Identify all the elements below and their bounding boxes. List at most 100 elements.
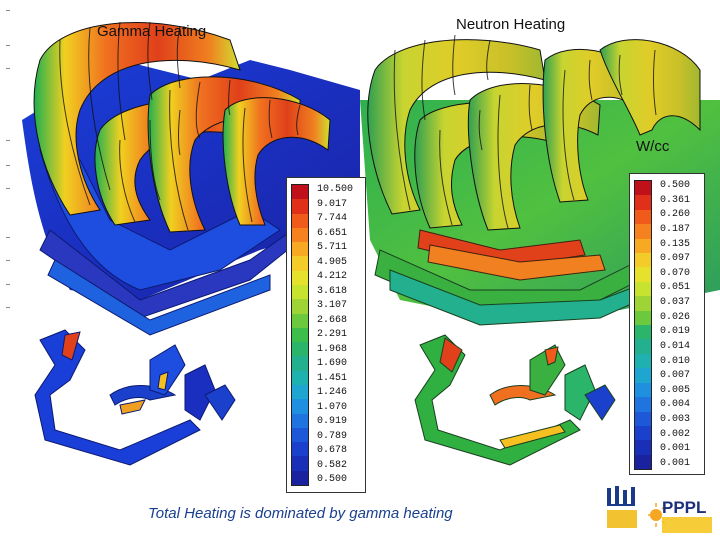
legend-swatch	[292, 284, 308, 300]
pppl-wordmark: PPPL	[662, 498, 707, 517]
legend-swatch	[292, 370, 308, 385]
legend-swatch	[635, 181, 651, 196]
legend-swatch	[292, 185, 308, 200]
slide-tick	[6, 140, 10, 141]
legend-swatch	[292, 256, 308, 271]
legend-swatch	[292, 470, 308, 485]
caption: Total Heating is dominated by gamma heat…	[148, 505, 453, 522]
ucla-logo-graphic	[607, 486, 637, 528]
legend-label: 0.014	[660, 340, 691, 352]
slide-tick	[6, 284, 10, 285]
pppl-sun-icon	[648, 503, 712, 533]
legend-label: 0.019	[660, 326, 691, 338]
legend-label: 0.005	[660, 384, 691, 396]
legend-label: 1.690	[317, 358, 348, 369]
legend-swatch	[292, 342, 308, 357]
legend-swatch	[635, 296, 651, 311]
legend-label: 4.905	[317, 256, 348, 268]
gamma-heating-title: Gamma Heating	[97, 23, 207, 40]
legend-label: 3.107	[317, 300, 348, 311]
legend-label: 4.212	[317, 271, 348, 282]
legend-swatch	[635, 411, 651, 426]
neutron-legend-labels: 0.500 0.361 0.260 0.187 0.135 0.097 0.070 0.051…	[660, 180, 690, 470]
legend-label: 0.070	[660, 267, 691, 279]
slide-tick	[6, 10, 10, 11]
legend-swatch	[635, 281, 651, 297]
legend-label: 0.007	[660, 370, 691, 382]
legend-label: 0.037	[660, 297, 691, 308]
legend-label: 9.017	[317, 198, 348, 210]
slide-tick	[6, 188, 10, 189]
legend-swatch	[292, 270, 308, 285]
legend-swatch	[292, 356, 308, 371]
legend-swatch	[292, 213, 308, 228]
neutron-color-bar	[634, 180, 652, 470]
legend-swatch	[292, 442, 308, 457]
legend-swatch	[292, 327, 308, 343]
legend-label: 0.919	[317, 416, 348, 427]
legend-swatch	[292, 242, 308, 257]
legend-swatch	[292, 313, 308, 328]
legend-label: 0.010	[660, 355, 691, 367]
legend-label: 0.002	[660, 428, 691, 440]
legend-label: 1.968	[317, 343, 348, 355]
legend-label: 2.668	[317, 314, 348, 326]
slide-tick	[6, 307, 10, 308]
legend-label: 0.500	[317, 474, 348, 485]
legend-swatch	[635, 397, 651, 412]
slide-tick	[6, 237, 10, 238]
legend-swatch	[635, 353, 651, 369]
legend-label: 0.260	[660, 209, 691, 221]
ucla-logo	[605, 484, 639, 532]
gamma-legend-labels: 10.500 9.017 7.744 6.651 5.711 4.905 4.212 3.61…	[317, 184, 353, 486]
legend-swatch	[635, 339, 651, 354]
legend-swatch	[292, 384, 308, 400]
legend-swatch	[292, 456, 308, 471]
slide-tick	[6, 260, 10, 261]
legend-label: 1.451	[317, 372, 348, 384]
legend-label: 0.187	[660, 223, 691, 235]
legend-swatch	[292, 299, 308, 314]
legend-swatch	[635, 195, 651, 210]
legend-label: 0.001	[660, 457, 691, 469]
legend-label: 3.618	[317, 285, 348, 297]
legend-swatch	[635, 325, 651, 340]
legend-swatch	[292, 413, 308, 428]
legend-label: 5.711	[317, 242, 348, 253]
legend-swatch	[635, 267, 651, 282]
legend-label: 10.500	[317, 184, 354, 195]
legend-swatch	[635, 253, 651, 268]
legend-label: 2.291	[317, 329, 348, 340]
legend-swatch	[292, 399, 308, 414]
legend-label: 6.651	[317, 227, 348, 239]
legend-label: 7.744	[317, 213, 348, 224]
units-label: W/cc	[636, 138, 670, 155]
legend-swatch	[292, 227, 308, 243]
gamma-color-bar	[291, 184, 309, 486]
legend-swatch	[635, 209, 651, 225]
legend-swatch	[635, 382, 651, 398]
legend-label: 0.026	[660, 311, 691, 323]
legend-label: 0.135	[660, 238, 691, 250]
legend-label: 0.003	[660, 414, 691, 425]
legend-label: 0.051	[660, 282, 691, 294]
legend-label: 0.361	[660, 194, 691, 206]
legend-swatch	[635, 368, 651, 383]
legend-label: 1.070	[317, 401, 348, 413]
legend-label: 0.582	[317, 459, 348, 471]
neutron-heating-title: Neutron Heating	[456, 16, 566, 33]
legend-swatch	[635, 425, 651, 441]
legend-label: 0.004	[660, 399, 691, 411]
neutron-legend: 0.500 0.361 0.260 0.187 0.135 0.097 0.070 0.051…	[629, 173, 705, 475]
legend-swatch	[635, 238, 651, 254]
legend-label: 0.001	[660, 443, 691, 455]
legend-label: 0.500	[660, 180, 691, 191]
legend-label: 0.789	[317, 430, 348, 442]
legend-swatch	[635, 224, 651, 239]
legend-label: 1.246	[317, 387, 348, 398]
pppl-logo: PPPL	[648, 495, 714, 535]
legend-label: 0.678	[317, 445, 348, 456]
legend-label: 0.097	[660, 253, 691, 265]
legend-swatch	[635, 454, 651, 470]
slide-tick	[6, 45, 10, 46]
